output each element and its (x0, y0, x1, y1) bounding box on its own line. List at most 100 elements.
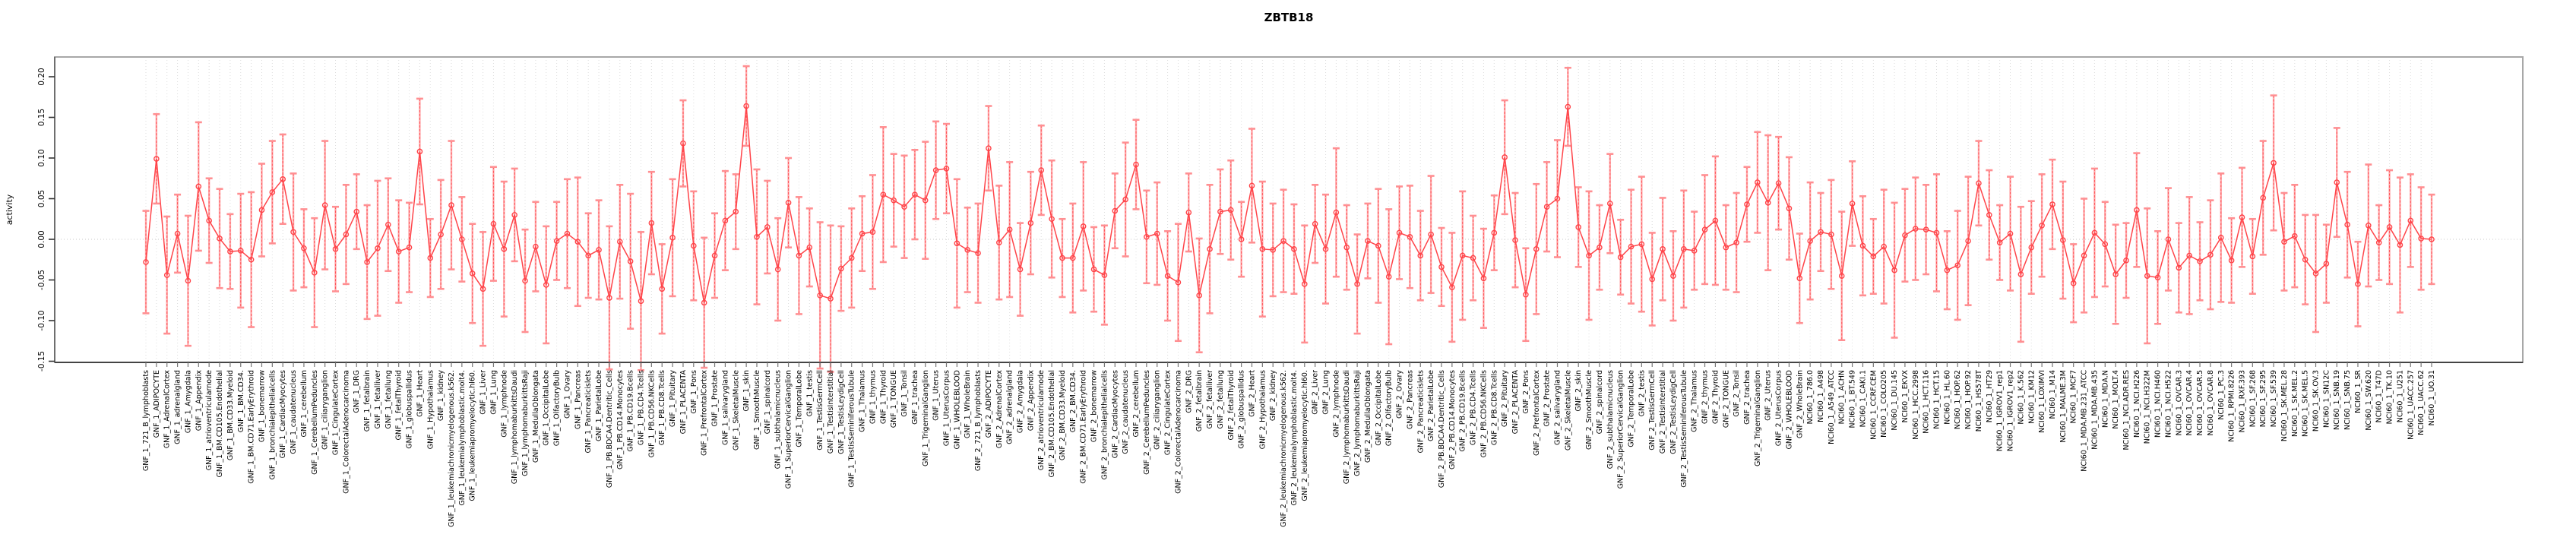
x-tick-label: NCI60_1_HOP.62 (1954, 370, 1962, 429)
data-point (1586, 252, 1592, 259)
x-tick-label: GNF_1_testis (805, 370, 814, 416)
x-tick-label: NCI60_1_SNB.75 (2343, 370, 2352, 430)
data-point (1933, 229, 1940, 236)
data-point (2028, 244, 2035, 251)
x-tick-label: GNF_1_Tonsil (900, 370, 909, 417)
data-point (1333, 209, 1340, 216)
data-point (522, 277, 528, 284)
x-tick-label: GNF_1_TemporalLobe (795, 370, 803, 447)
data-point (1038, 167, 1045, 173)
data-point (1207, 246, 1213, 252)
data-point (2197, 258, 2203, 264)
x-tick-label: GNF_1_fetalThyroid (395, 370, 403, 440)
x-tick-label: GNF_2_TrigeminalGanglion (1754, 370, 1762, 466)
data-point (2249, 253, 2256, 260)
x-tick-label: GNF_1_spinalcord (764, 370, 772, 434)
data-point (2134, 207, 2140, 213)
x-tick-label: GNF_2_TemporalLobe (1628, 370, 1636, 447)
x-tick-label: GNF_2_DRG (1185, 370, 1193, 413)
axes: -0.15 -0.10 -0.05 0.00 0.05 0.10 0.15 0.20 GNF_1… (37, 68, 2436, 527)
data-point (2429, 236, 2435, 242)
x-tick-label: GNF_1_OlfactoryBulb (553, 370, 562, 446)
x-tick-label: NCI60_1_ACHN (1838, 370, 1847, 424)
x-tick-label: GNF_2_PB.BDCA4.Dentritic_Cells (1438, 370, 1446, 488)
data-point (217, 236, 223, 242)
x-tick-label: GNF_1_Uterus (932, 370, 941, 421)
x-tick-label: GNF_2_SkeletalMuscle (1564, 370, 1572, 451)
x-tick-label: GNF_2_Pituitary (1501, 370, 1509, 427)
x-tick-label: GNF_1_Lung (489, 370, 498, 415)
x-tick-label: GNF_1_Hypothalamus (426, 370, 435, 449)
data-point (1185, 209, 1192, 216)
data-point (1912, 226, 1919, 232)
x-tick-label: NCI60_1_NCI.H226 (2133, 370, 2141, 438)
data-point (891, 197, 897, 204)
data-point (1870, 253, 1877, 260)
x-tick-label: GNF_2_PB.CD56.NKCells (1479, 370, 1488, 457)
data-point (1112, 207, 1119, 214)
data-point (764, 224, 771, 230)
x-tick-label: GNF_1_Prostate (711, 370, 720, 427)
data-point (1660, 246, 1666, 252)
x-tick-label: NCI60_1_MDA.MB.435 (2090, 370, 2099, 450)
data-point (1059, 255, 1065, 261)
x-tick-label: GNF_2_BM.CD71.EarlyErythroid (1080, 370, 1088, 484)
data-point (375, 245, 381, 251)
x-tick-label: GNF_2_kidney (1269, 370, 1277, 422)
data-point (2102, 241, 2109, 248)
x-tick-label: GNF_2_testis (1638, 370, 1646, 416)
x-tick-label: NCI60_1_SW.620 (2365, 370, 2373, 431)
x-tick-label: GNF_1_subthalamicnucleus (774, 370, 783, 469)
data-point (206, 217, 212, 224)
x-tick-label: GNF_1_salivarygland (721, 370, 729, 445)
data-point (1891, 267, 1897, 274)
x-tick-label: GNF_2_Lung (1322, 370, 1331, 415)
data-point (1691, 248, 1698, 254)
data-point (1554, 195, 1561, 202)
data-point (2386, 224, 2393, 230)
data-point (1491, 229, 1498, 236)
x-tick-label: GNF_2_Heart (1248, 370, 1256, 417)
x-tick-label: GNF_2_lymphomaburkittsRaji (1353, 370, 1362, 476)
x-tick-label: GNF_1_BM.CD34. (237, 370, 245, 432)
data-point (2207, 251, 2214, 258)
data-point (1396, 229, 1403, 236)
x-tick-label: GNF_2_bonemarrow (1090, 370, 1099, 443)
x-tick-label: GNF_2_PrefrontalCortex (1533, 370, 1541, 456)
data-point (901, 204, 907, 210)
x-tick-label: NCI60_1_NCI.ADR.RES (2122, 370, 2131, 450)
x-tick-label: GNF_2_Liver (1312, 370, 1320, 415)
x-tick-label: GNF_1_Pons (690, 370, 698, 414)
data-point (680, 140, 686, 147)
x-tick-label: GNF_2_bronchialepithelialcells (1100, 370, 1109, 480)
x-tick-label: GNF_2_Thalamus (1691, 370, 1699, 432)
x-tick-label: GNF_2_BM.CD33.Myeloid (1059, 370, 1067, 460)
x-tick-label: GNF_2_spinalcord (1596, 370, 1604, 434)
data-point (1712, 217, 1719, 224)
x-tick-label: GNF_2_Ovary (1396, 370, 1404, 419)
data-point (1849, 201, 1856, 207)
data-point (1976, 180, 1982, 186)
data-point (1755, 179, 1761, 185)
data-point (711, 252, 718, 259)
x-tick-label: GNF_1_trachea (911, 370, 919, 425)
data-point (616, 239, 623, 245)
data-point (1606, 201, 1613, 207)
data-point (669, 235, 676, 241)
data-point (1723, 244, 1729, 251)
x-tick-label: GNF_2_trachea (1743, 370, 1752, 425)
x-tick-label: NCI60_1_T47D (2375, 370, 2384, 422)
data-point (859, 230, 866, 237)
y-tick-label: -0.15 (37, 351, 46, 372)
x-tick-label: GNF_1_TONGUE (890, 370, 898, 428)
x-tick-label: GNF_1_leukemiachronicmyelogenous.k562. (448, 370, 456, 527)
data-point (996, 239, 1002, 246)
x-tick-label: GNF_2_atrioventricularnode (1037, 370, 1046, 470)
x-tick-label: GNF_1_721_B_lymphoblasts (142, 370, 150, 471)
x-tick-label: GNF_1_Heart (416, 370, 424, 417)
x-tick-label: NCI60_1_MCF7 (2070, 370, 2078, 424)
x-tick-label: GNF_2_MedullaOblongata (1364, 370, 1372, 463)
x-tick-label: NCI60_1_K.562 (2017, 370, 2025, 425)
data-point (638, 298, 644, 305)
data-point (2154, 274, 2161, 281)
